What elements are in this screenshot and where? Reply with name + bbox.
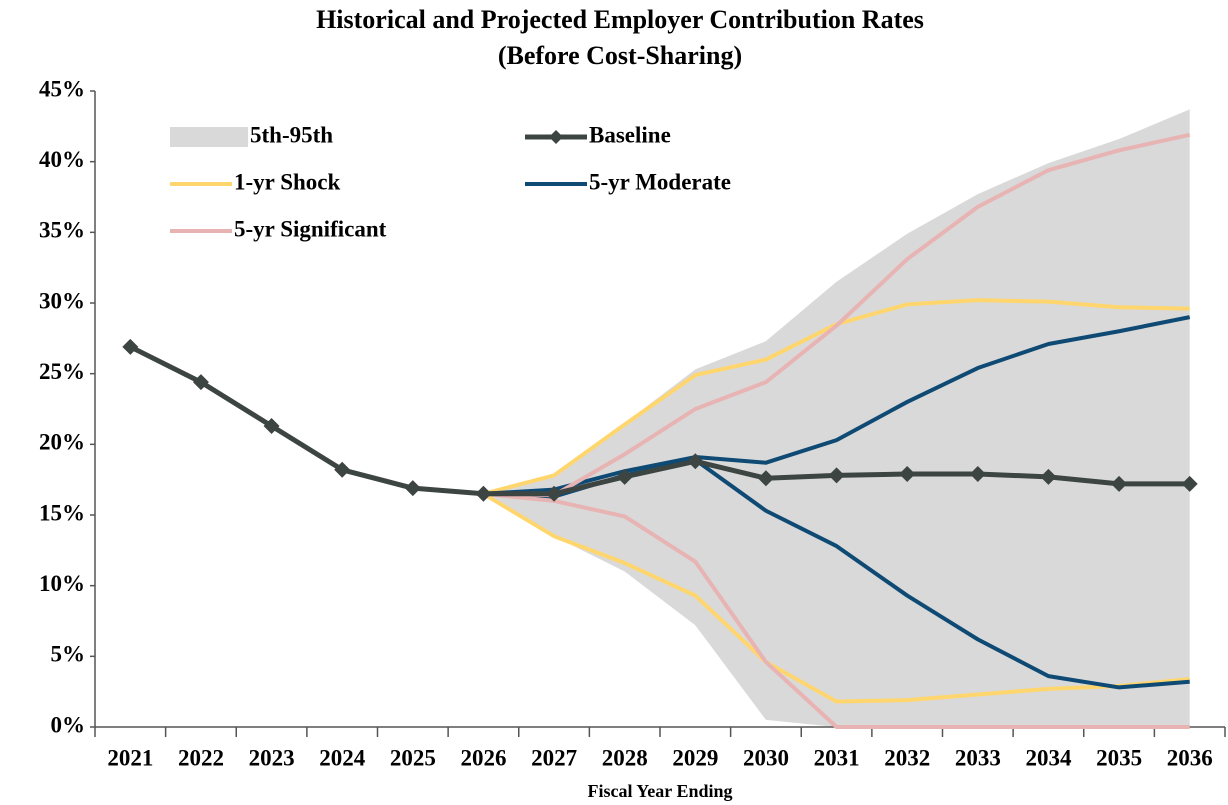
y-tick-label: 25% — [39, 359, 85, 384]
x-tick-label: 2034 — [1025, 745, 1072, 770]
x-tick-label: 2021 — [107, 745, 153, 770]
marker — [263, 417, 280, 434]
legend-label: 5-yr Moderate — [589, 169, 731, 194]
marker — [192, 374, 209, 391]
marker — [1040, 468, 1057, 485]
legend-label: Baseline — [589, 122, 671, 147]
chart-subtitle: (Before Cost-Sharing) — [498, 41, 742, 70]
marker — [757, 470, 774, 487]
chart-title: Historical and Projected Employer Contri… — [316, 5, 924, 34]
marker — [899, 466, 916, 483]
legend-label: 5-yr Significant — [234, 216, 387, 241]
x-tick-label: 2033 — [955, 745, 1001, 770]
legend-label: 1-yr Shock — [234, 169, 340, 194]
marker — [828, 467, 845, 484]
x-tick-label: 2032 — [884, 745, 930, 770]
y-tick-label: 30% — [39, 288, 85, 313]
y-tick-label: 20% — [39, 430, 85, 455]
marker — [616, 468, 633, 485]
y-tick-label: 5% — [51, 642, 86, 667]
marker — [122, 338, 139, 355]
y-tick-label: 10% — [39, 571, 85, 596]
y-tick-label: 45% — [39, 76, 85, 101]
marker — [969, 466, 986, 483]
marker — [687, 453, 704, 470]
x-tick-label: 2035 — [1096, 745, 1142, 770]
x-tick-label: 2025 — [390, 745, 436, 770]
x-tick-label: 2031 — [814, 745, 860, 770]
series-line-high — [483, 315, 1191, 496]
x-tick-label: 2029 — [672, 745, 718, 770]
x-tick-label: 2022 — [178, 745, 224, 770]
y-tick-label: 40% — [39, 147, 85, 172]
band-area — [483, 109, 1190, 727]
x-tick-label: 2028 — [602, 745, 648, 770]
x-tick-label: 2023 — [249, 745, 295, 770]
legend-label: 5th-95th — [250, 122, 333, 147]
marker — [1181, 475, 1198, 492]
x-tick-label: 2027 — [531, 745, 577, 770]
marker — [475, 485, 492, 502]
y-tick-label: 15% — [39, 500, 85, 525]
series-line-low — [482, 492, 1190, 704]
x-tick-label: 2030 — [743, 745, 789, 770]
x-tick-label: 2026 — [460, 745, 506, 770]
series-line-low — [483, 491, 1190, 729]
series-line — [129, 344, 1190, 497]
y-tick-label: 35% — [39, 218, 85, 243]
marker — [546, 485, 563, 502]
legend-marker — [549, 130, 563, 144]
series-line-high — [483, 132, 1191, 498]
y-tick-label: 0% — [51, 712, 86, 737]
x-axis-label: Fiscal Year Ending — [587, 781, 732, 801]
legend-swatch — [170, 127, 248, 147]
x-tick-label: 2036 — [1167, 745, 1213, 770]
marker — [404, 480, 421, 497]
x-tick-label: 2024 — [319, 745, 366, 770]
marker — [334, 461, 351, 478]
marker — [1111, 475, 1128, 492]
